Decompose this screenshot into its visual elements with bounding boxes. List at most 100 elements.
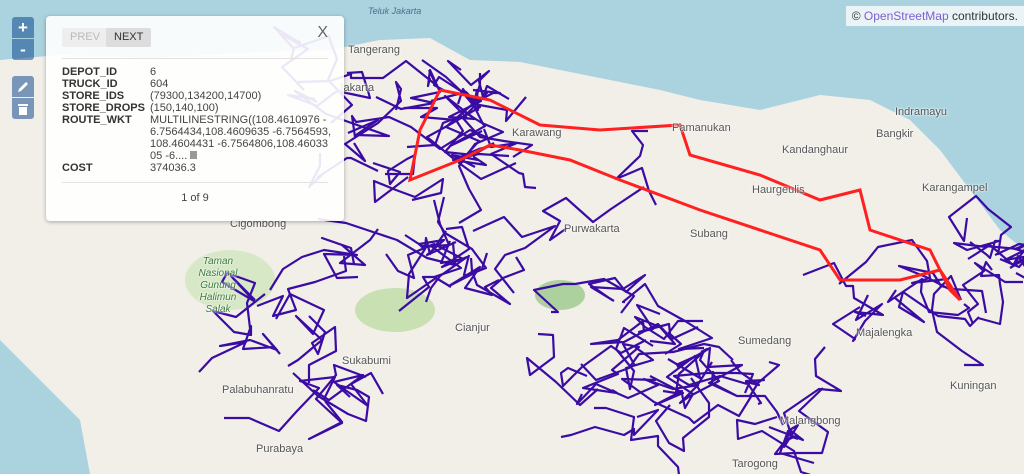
park-area <box>355 288 435 332</box>
map-label: Sukabumi <box>342 355 391 367</box>
attribute-key: COST <box>62 162 93 174</box>
route-line[interactable] <box>307 315 338 383</box>
attribute-key: STORE_IDS <box>62 90 125 102</box>
route-line[interactable] <box>406 114 534 158</box>
route-line[interactable] <box>424 225 471 303</box>
attribute-key: TRUCK_ID <box>62 78 118 90</box>
copy-icon[interactable] <box>190 151 198 159</box>
route-line[interactable] <box>952 239 1001 260</box>
route-line[interactable] <box>450 143 496 168</box>
route-line[interactable] <box>525 332 599 407</box>
map-label: Karawang <box>512 127 562 139</box>
route-line[interactable] <box>581 342 641 395</box>
route-line[interactable] <box>211 293 276 351</box>
pagination-text: 1 of 9 <box>181 192 209 204</box>
route-line[interactable] <box>320 228 379 267</box>
route-line[interactable] <box>560 408 660 439</box>
route-line[interactable] <box>620 377 753 425</box>
route-line[interactable] <box>736 360 784 426</box>
map-label: Tangerang <box>348 44 400 56</box>
map-label: Kandanghaur <box>782 144 849 156</box>
route-line[interactable] <box>307 363 367 441</box>
attribute-row: STORE_DROPS (150,140,100) <box>62 102 332 114</box>
attribute-key: ROUTE_WKT <box>62 114 132 126</box>
route-line[interactable] <box>614 129 657 206</box>
route-line[interactable] <box>532 277 636 314</box>
attribute-row: DEPOT_ID 6 <box>62 66 332 78</box>
route-line[interactable] <box>894 290 980 328</box>
attribute-value: (79300,134200,14700) <box>150 90 262 102</box>
divider <box>62 182 328 183</box>
route-line[interactable] <box>447 252 500 297</box>
openstreetmap-link[interactable]: OpenStreetMap <box>863 9 949 23</box>
route-line[interactable] <box>372 176 445 204</box>
route-line[interactable] <box>961 261 1023 325</box>
route-line[interactable] <box>343 80 403 163</box>
route-line[interactable] <box>730 359 766 406</box>
route-line[interactable] <box>735 415 833 474</box>
attribute-value: 6 <box>150 66 157 78</box>
route-line[interactable] <box>317 217 457 267</box>
route-line[interactable] <box>421 59 487 148</box>
route-line[interactable] <box>350 114 487 151</box>
zoom-in-button[interactable]: + <box>12 17 34 38</box>
route-line[interactable] <box>198 332 281 373</box>
route-line[interactable] <box>676 346 744 398</box>
next-button[interactable]: NEXT <box>106 28 152 47</box>
map-label: Kuningan <box>950 380 997 392</box>
route-line[interactable] <box>256 255 348 318</box>
attribution-text: contributors. <box>948 9 1018 23</box>
attribute-value: MULTILINESTRING((108.4610976 -6.7564434,… <box>150 114 332 162</box>
route-line[interactable] <box>621 282 714 351</box>
route-line[interactable] <box>580 342 734 382</box>
map-label: Taman Nasional Gunung Halimun Salak <box>198 256 238 315</box>
route-line[interactable] <box>275 292 326 367</box>
route-line[interactable] <box>838 238 948 285</box>
route-line[interactable] <box>398 234 463 312</box>
route-line[interactable] <box>594 406 681 474</box>
map-label: Subang <box>690 228 728 240</box>
route-line[interactable] <box>541 186 645 242</box>
map-label: Bangkir <box>876 128 914 140</box>
route-line[interactable] <box>220 271 257 329</box>
route-line[interactable] <box>375 68 442 111</box>
map-label: Purwakarta <box>564 223 620 235</box>
attribute-row: TRUCK_ID 604 <box>62 78 332 90</box>
route-line[interactable] <box>947 194 1013 256</box>
map-label: Cianjur <box>455 322 490 334</box>
edit-button[interactable] <box>12 76 34 97</box>
route-line[interactable] <box>831 294 884 343</box>
route-line[interactable] <box>886 277 971 317</box>
route-line[interactable] <box>635 303 683 355</box>
map-label: Teluk Jakarta <box>368 6 422 16</box>
map-label: Cigombong <box>230 218 287 230</box>
route-line[interactable] <box>930 274 985 367</box>
route-line[interactable] <box>472 215 557 294</box>
attribute-table: DEPOT_ID 6 TRUCK_ID 604 STORE_IDS (79300,13… <box>62 66 332 174</box>
route-line[interactable] <box>654 377 711 453</box>
route-line[interactable] <box>446 59 510 100</box>
prev-button[interactable]: PREV <box>62 28 108 47</box>
attribute-key: STORE_DROPS <box>62 102 145 114</box>
close-button[interactable]: X <box>317 24 328 41</box>
route-line[interactable] <box>312 371 384 408</box>
route-line[interactable] <box>662 354 702 410</box>
map-label: Pamanukan <box>672 122 731 134</box>
feature-popup: PREV NEXT X DEPOT_ID 6 TRUCK_ID 604 STORE_… <box>46 16 344 221</box>
zoom-out-button[interactable]: - <box>12 39 34 60</box>
pencil-icon <box>18 82 28 92</box>
route-line[interactable] <box>967 243 1024 279</box>
route-line[interactable] <box>675 351 721 405</box>
route-line[interactable] <box>444 73 517 181</box>
attribute-value: 374036.3 <box>150 162 196 174</box>
route-line[interactable] <box>224 375 337 433</box>
route-line[interactable] <box>782 346 843 441</box>
route-line[interactable] <box>443 91 489 121</box>
divider <box>62 58 328 59</box>
map-label: Purabaya <box>256 443 304 455</box>
route-line[interactable] <box>575 377 700 406</box>
route-line[interactable] <box>405 230 452 300</box>
route-line[interactable] <box>589 319 699 346</box>
delete-button[interactable] <box>12 98 34 119</box>
route-line[interactable] <box>587 273 647 302</box>
